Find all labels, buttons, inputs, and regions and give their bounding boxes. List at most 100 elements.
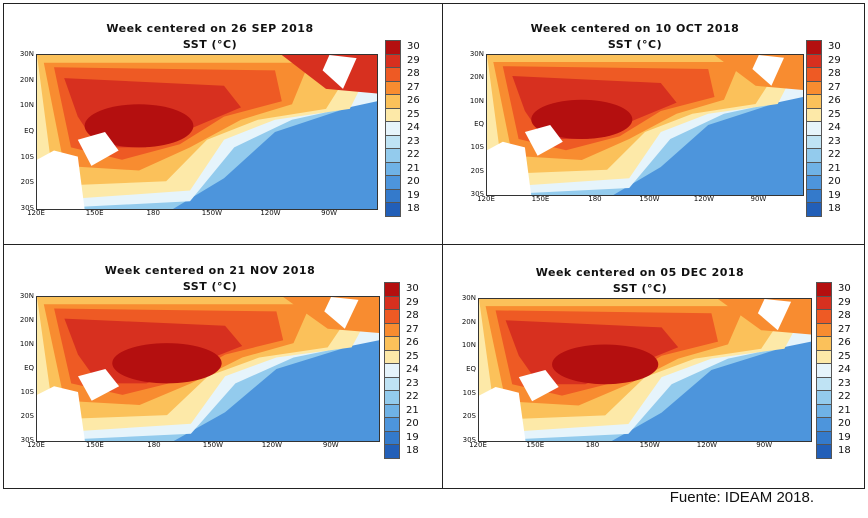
colorbar-label: 30 <box>838 283 851 294</box>
colorbar-label: 26 <box>838 337 851 348</box>
sst-map <box>36 296 380 442</box>
colorbar-swatch <box>385 161 401 176</box>
panel-title: Week centered on 26 SEP 2018 <box>106 22 314 35</box>
colorbar-label: 27 <box>406 323 419 335</box>
colorbar-swatch <box>385 188 401 203</box>
latitude-label: 10S <box>20 388 34 396</box>
latitude-label: 30S <box>470 190 484 198</box>
colorbar-swatch <box>385 67 401 82</box>
colorbar-swatch <box>806 94 822 109</box>
colorbar-label: 23 <box>406 377 419 389</box>
latitude-label: 10S <box>462 388 476 397</box>
colorbar-swatch <box>385 107 401 122</box>
colorbar-label: 23 <box>407 135 420 147</box>
longitude-label: 150W <box>202 441 224 449</box>
colorbar-swatch <box>384 417 400 432</box>
colorbar-label: 20 <box>838 418 851 429</box>
colorbar-swatch <box>816 295 832 310</box>
colorbar-swatch <box>816 430 832 445</box>
sst-map <box>36 54 378 210</box>
latitude-label: 20N <box>19 316 34 324</box>
latitude-label: 30N <box>19 292 34 300</box>
colorbar-swatch <box>384 376 400 391</box>
latitude-label: 20N <box>461 317 476 326</box>
latitude-label: 20S <box>462 412 476 421</box>
colorbar-label: 29 <box>838 296 851 308</box>
colorbar-label: 22 <box>406 391 419 402</box>
latitude-label: 30S <box>20 204 34 212</box>
latitude-label: EQ <box>24 364 34 372</box>
panel-variable: SST (°C) <box>182 280 238 293</box>
longitude-label: 150E <box>85 209 104 217</box>
panel-variable: SST (°C) <box>182 38 238 51</box>
longitude-label: 120W <box>696 441 718 449</box>
sst-map <box>478 298 812 442</box>
latitude-label: EQ <box>24 127 34 135</box>
latitude-label: 20N <box>469 73 484 82</box>
colorbar-label: 25 <box>407 108 420 120</box>
colorbar-swatch <box>384 309 400 324</box>
longitude-label: 120E <box>27 441 45 449</box>
longitude-label: 120E <box>469 441 487 449</box>
latitude-label: 20S <box>20 178 34 187</box>
colorbar-label: 18 <box>828 203 841 214</box>
colorbar-label: 29 <box>407 54 420 66</box>
colorbar-swatch <box>806 67 822 82</box>
latitude-label: 10S <box>470 143 484 152</box>
colorbar-label: 22 <box>838 391 851 402</box>
colorbar-label: 24 <box>838 364 851 375</box>
latitude-label: 10N <box>19 101 34 110</box>
longitude-label: 120W <box>261 441 282 449</box>
panel-divider-horizontal <box>4 244 864 245</box>
colorbar-label: 26 <box>828 95 841 106</box>
colorbar-label: 23 <box>838 377 851 389</box>
colorbar-swatch <box>816 403 832 418</box>
colorbar-swatch <box>385 94 401 109</box>
longitude-label: 150W <box>639 441 660 449</box>
sst-field <box>37 55 377 209</box>
colorbar-swatch <box>816 376 832 391</box>
latitude-label: 30N <box>19 50 34 58</box>
longitude-label: 150W <box>639 195 660 203</box>
latitude-label: 30N <box>461 294 476 302</box>
colorbar-swatch <box>385 53 401 68</box>
colorbar-swatch <box>806 107 822 122</box>
source-caption: Fuente: IDEAM 2018. <box>669 489 814 506</box>
longitude-label: 120W <box>260 209 281 217</box>
colorbar-swatch <box>384 403 400 418</box>
panel-variable: SST (°C) <box>607 38 663 51</box>
colorbar-label: 19 <box>407 189 420 201</box>
colorbar-label: 25 <box>406 350 419 362</box>
colorbar-label: 20 <box>406 418 419 429</box>
latitude-label: EQ <box>474 120 484 128</box>
latitude-label: 30S <box>20 436 34 444</box>
colorbar-swatch <box>384 295 400 310</box>
colorbar-label: 30 <box>406 283 419 294</box>
colorbar-label: 24 <box>828 122 841 133</box>
colorbar-label: 29 <box>406 296 419 308</box>
colorbar-label: 21 <box>406 404 419 416</box>
latitude-label: 30N <box>469 50 484 58</box>
colorbar-swatch <box>816 363 832 378</box>
colorbar-swatch <box>384 282 400 297</box>
colorbar-label: 19 <box>828 189 841 201</box>
colorbar-label: 28 <box>406 310 419 321</box>
colorbar-swatch <box>806 188 822 203</box>
colorbar-label: 20 <box>407 176 420 187</box>
sst-field <box>37 297 379 441</box>
panel-title: Week centered on 21 NOV 2018 <box>104 264 316 277</box>
colorbar-label: 28 <box>838 310 851 321</box>
colorbar-swatch <box>384 336 400 351</box>
colorbar-swatch <box>385 202 401 217</box>
sst-field <box>487 55 803 195</box>
colorbar-label: 26 <box>407 95 420 106</box>
colorbar-label: 24 <box>406 364 419 375</box>
colorbar-swatch <box>385 134 401 149</box>
colorbar-label: 21 <box>828 162 841 174</box>
latitude-label: 30S <box>462 436 476 444</box>
colorbar-label: 24 <box>407 122 420 133</box>
colorbar-swatch <box>806 121 822 136</box>
colorbar-label: 28 <box>407 68 420 79</box>
colorbar-label: 30 <box>828 41 841 52</box>
longitude-label: 150E <box>531 195 550 203</box>
